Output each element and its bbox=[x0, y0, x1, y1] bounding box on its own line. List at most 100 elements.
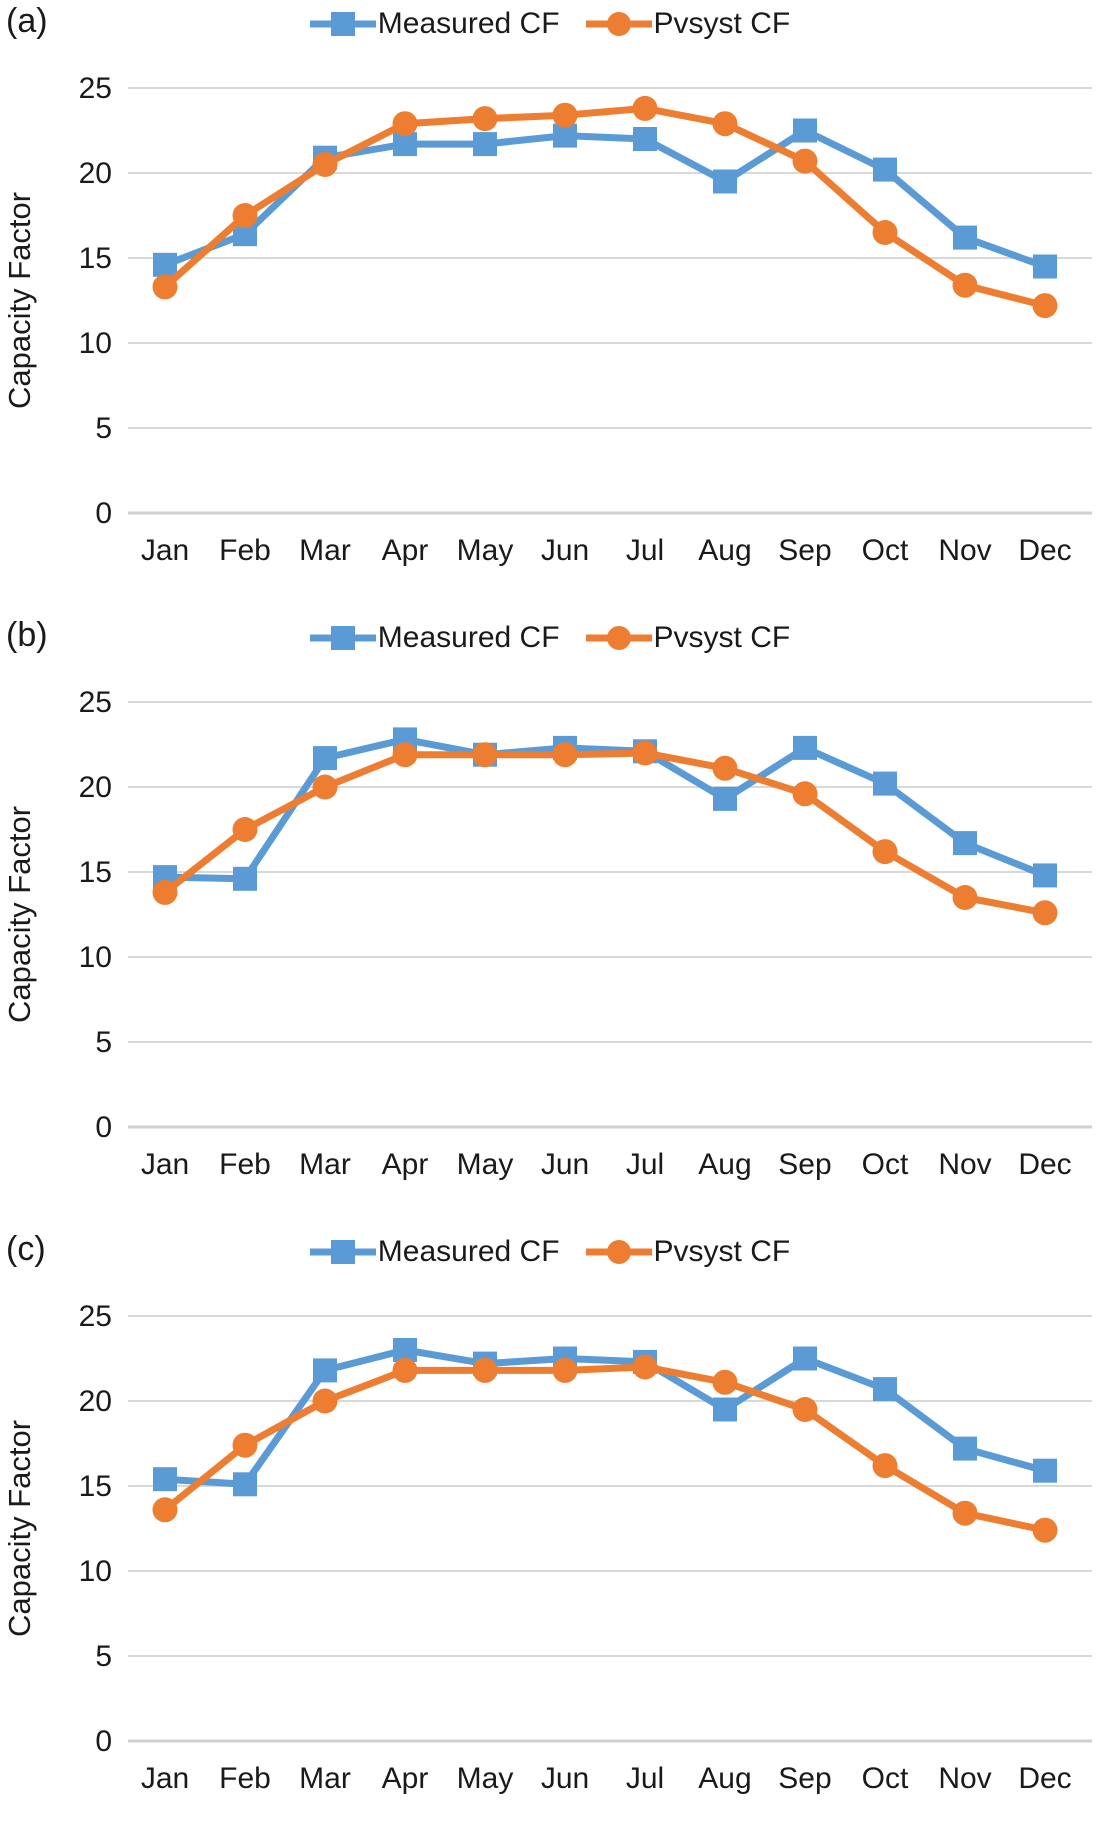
legend-label: Measured CF bbox=[377, 7, 560, 40]
y-tick-label: 25 bbox=[79, 686, 112, 719]
y-tick-label: 0 bbox=[95, 1111, 112, 1144]
data-point-circle bbox=[712, 1369, 738, 1395]
data-point-circle bbox=[872, 1453, 898, 1479]
legend-marker-circle-icon bbox=[585, 626, 652, 650]
data-point-circle bbox=[312, 774, 338, 800]
x-tick-label: Feb bbox=[219, 534, 271, 567]
data-point-circle bbox=[632, 95, 658, 121]
y-tick-label: 20 bbox=[79, 771, 112, 804]
legend-label: Pvsyst CF bbox=[653, 7, 791, 40]
data-point-circle bbox=[632, 1354, 658, 1380]
data-point-circle bbox=[1032, 1517, 1058, 1543]
data-point-circle bbox=[392, 1357, 418, 1383]
series-line-pvsyst bbox=[161, 104, 1049, 310]
x-tick-label: May bbox=[457, 1762, 514, 1795]
data-point-square bbox=[713, 786, 737, 811]
data-point-circle bbox=[1032, 900, 1058, 926]
data-point-circle bbox=[392, 742, 418, 768]
y-tick-label: 25 bbox=[79, 72, 112, 105]
data-point-square bbox=[793, 1346, 817, 1371]
legend-item: Pvsyst CF bbox=[585, 621, 791, 655]
x-tick-label: Mar bbox=[299, 534, 351, 567]
legend-marker-square-icon bbox=[309, 626, 376, 650]
y-tick-label: 10 bbox=[79, 327, 112, 360]
legend: Measured CF Pvsyst CF bbox=[309, 621, 791, 655]
x-tick-label: Jan bbox=[141, 1762, 189, 1795]
x-tick-label: Aug bbox=[698, 534, 751, 567]
line-chart: 0 5 10 15 20 25 Capacity Factor Jan Feb Mar Apr May… bbox=[2, 1300, 1092, 1795]
legend-label: Pvsyst CF bbox=[653, 1235, 791, 1268]
data-point-circle bbox=[712, 755, 738, 781]
x-tick-label: Oct bbox=[862, 1762, 909, 1795]
series-line-measured bbox=[161, 127, 1049, 270]
data-point-circle bbox=[952, 885, 978, 910]
data-point-square bbox=[793, 735, 817, 760]
x-tick-label: Mar bbox=[299, 1762, 351, 1795]
data-point-square bbox=[1033, 1458, 1057, 1483]
legend-circle bbox=[606, 12, 631, 36]
data-point-square bbox=[233, 866, 257, 891]
data-point-circle bbox=[232, 1432, 258, 1458]
data-point-circle bbox=[952, 1500, 978, 1526]
x-tick-label: Apr bbox=[382, 1762, 429, 1795]
x-tick-label: Jul bbox=[626, 1148, 664, 1181]
data-point-square bbox=[713, 169, 737, 194]
x-tick-label: Jul bbox=[626, 534, 664, 567]
legend-marker-square-icon bbox=[309, 1240, 376, 1264]
chart-panel-a: (a) Measured CF Pvsyst CF 0 5 10 15 20 25 Capac… bbox=[0, 0, 1100, 604]
data-point-circle bbox=[472, 106, 498, 132]
legend-item: Pvsyst CF bbox=[585, 7, 791, 41]
x-tick-label: Oct bbox=[862, 534, 909, 567]
data-point-circle bbox=[952, 272, 978, 298]
x-tick-label: Feb bbox=[219, 1148, 271, 1181]
legend-label: Measured CF bbox=[377, 1235, 560, 1268]
x-tick-label: Sep bbox=[778, 1762, 831, 1795]
panel-header: (b) Measured CF Pvsyst CF bbox=[0, 614, 1100, 662]
chart-panel-c: (c) Measured CF Pvsyst CF 0 5 10 15 20 25 Capac… bbox=[0, 1228, 1100, 1832]
x-tick-label: Jul bbox=[626, 1762, 664, 1795]
y-tick-label: 15 bbox=[79, 856, 112, 889]
data-point-circle bbox=[792, 781, 818, 807]
y-tick-label: 5 bbox=[95, 412, 112, 445]
series-line-pvsyst bbox=[161, 749, 1049, 917]
y-tick-label: 15 bbox=[79, 1470, 112, 1503]
data-point-square bbox=[1033, 863, 1057, 888]
data-point-square bbox=[233, 1472, 257, 1497]
legend-item: Measured CF bbox=[309, 621, 560, 655]
data-point-circle bbox=[472, 1357, 498, 1383]
data-point-square bbox=[1033, 254, 1057, 279]
legend-square bbox=[330, 1240, 355, 1264]
x-tick-label: Jan bbox=[141, 1148, 189, 1181]
data-point-circle bbox=[552, 1357, 578, 1383]
data-point-square bbox=[153, 252, 177, 277]
legend-square bbox=[330, 626, 355, 650]
x-tick-label: Dec bbox=[1018, 1148, 1071, 1181]
legend-marker-square-icon bbox=[309, 12, 376, 36]
x-tick-label: Dec bbox=[1018, 534, 1071, 567]
x-tick-label: Sep bbox=[778, 1148, 831, 1181]
legend-label: Measured CF bbox=[377, 621, 560, 654]
x-tick-label: May bbox=[457, 534, 514, 567]
data-point-square bbox=[713, 1397, 737, 1422]
x-tick-label: Oct bbox=[862, 1148, 909, 1181]
y-axis-title: Capacity Factor bbox=[2, 1420, 37, 1637]
chart-panel-b: (b) Measured CF Pvsyst CF 0 5 10 15 20 25 Capac… bbox=[0, 614, 1100, 1218]
y-tick-label: 20 bbox=[79, 1385, 112, 1418]
data-point-circle bbox=[792, 1397, 818, 1422]
data-point-circle bbox=[472, 742, 498, 768]
y-tick-label: 10 bbox=[79, 1555, 112, 1588]
legend-item: Pvsyst CF bbox=[585, 1235, 791, 1269]
line-chart: 0 5 10 15 20 25 Capacity Factor Jan Feb Mar Apr May… bbox=[2, 686, 1092, 1181]
data-point-square bbox=[313, 1358, 337, 1383]
data-point-circle bbox=[392, 111, 418, 137]
y-tick-label: 20 bbox=[79, 157, 112, 190]
x-tick-label: Jun bbox=[541, 534, 589, 567]
data-point-circle bbox=[712, 111, 738, 137]
data-point-circle bbox=[872, 839, 898, 865]
x-tick-label: Apr bbox=[382, 534, 429, 567]
panel-label: (b) bbox=[6, 616, 48, 654]
series-line-measured bbox=[161, 1346, 1049, 1488]
panel-header: (c) Measured CF Pvsyst CF bbox=[0, 1228, 1100, 1276]
legend-item: Measured CF bbox=[309, 7, 560, 41]
legend-label: Pvsyst CF bbox=[653, 621, 791, 654]
